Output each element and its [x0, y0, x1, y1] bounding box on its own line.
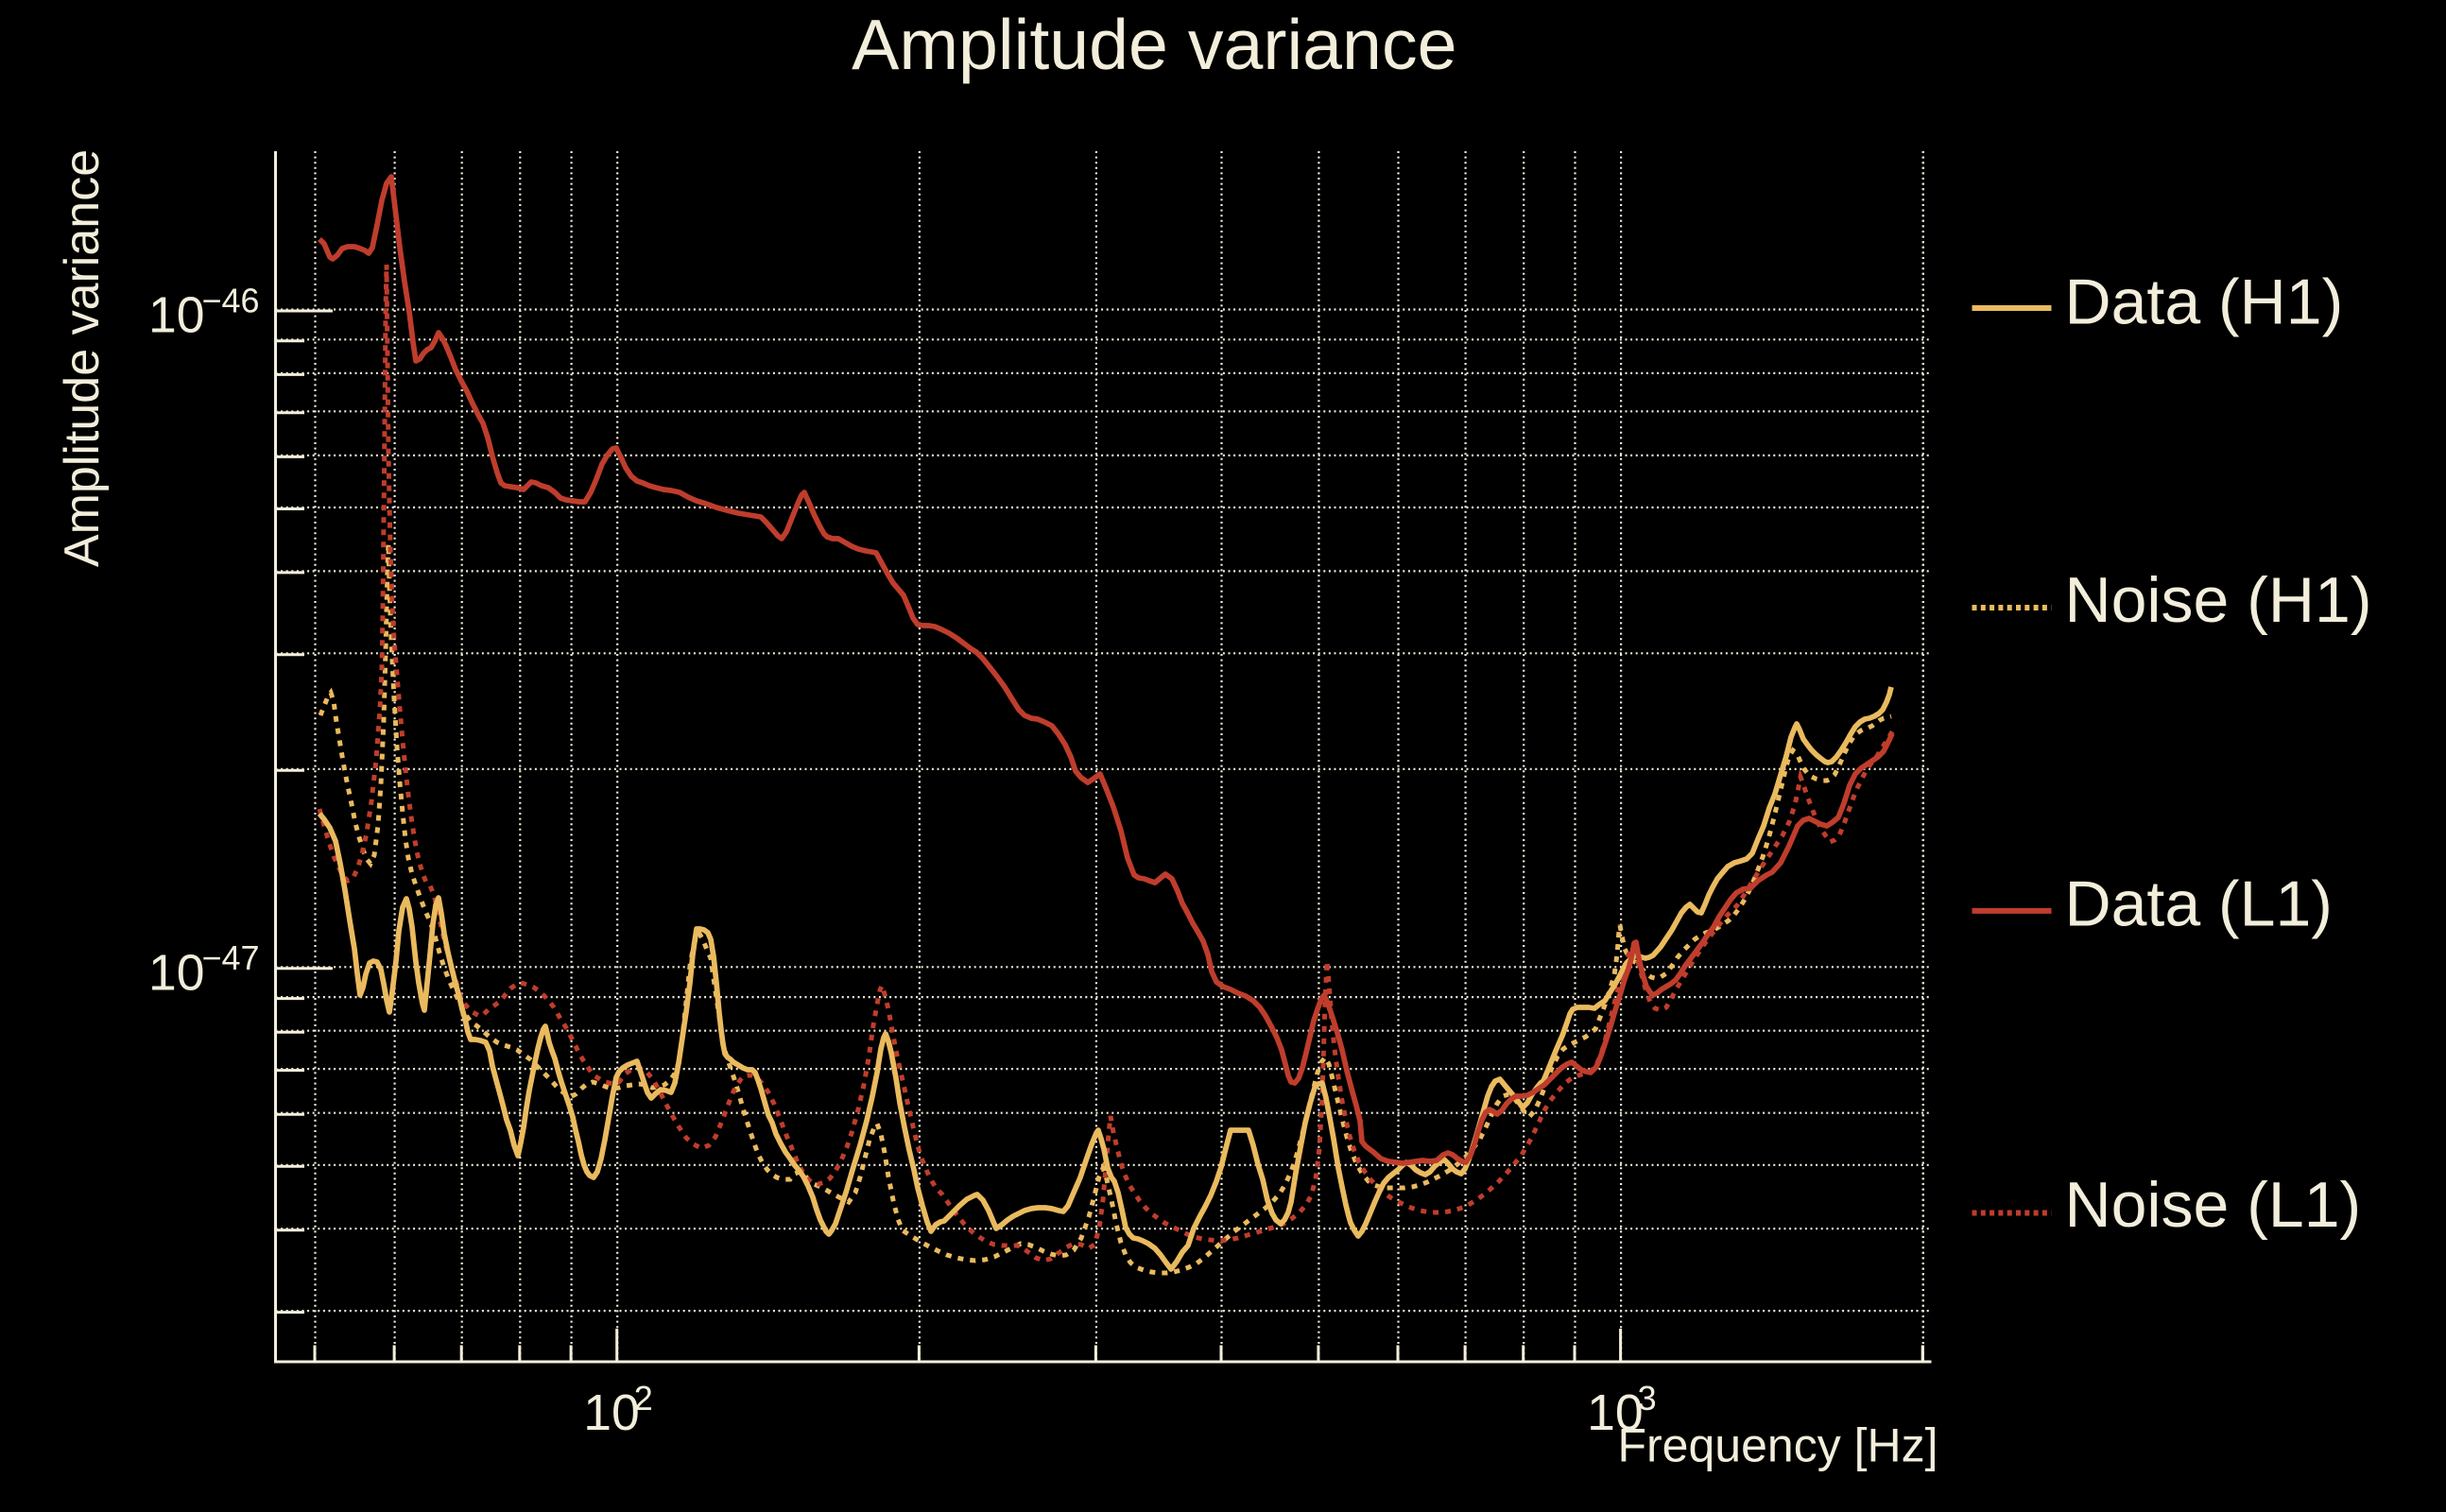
svg-text:10: 10 [148, 288, 205, 344]
svg-text:Frequency [Hz]: Frequency [Hz] [1617, 1419, 1938, 1472]
svg-text:Data (L1): Data (L1) [2065, 868, 2333, 940]
svg-text:10: 10 [1587, 1385, 1644, 1441]
svg-text:3: 3 [1638, 1379, 1657, 1418]
svg-text:2: 2 [634, 1379, 653, 1418]
svg-text:10: 10 [148, 946, 205, 1002]
svg-text:Amplitude variance: Amplitude variance [852, 5, 1456, 84]
svg-text:Amplitude variance: Amplitude variance [55, 149, 110, 567]
svg-text:Noise (H1): Noise (H1) [2065, 564, 2372, 636]
svg-text:Noise (L1): Noise (L1) [2065, 1169, 2362, 1241]
svg-text:Data (H1): Data (H1) [2065, 266, 2344, 337]
svg-text:−47: −47 [202, 938, 260, 977]
svg-text:−46: −46 [202, 281, 260, 319]
svg-text:10: 10 [583, 1385, 640, 1441]
